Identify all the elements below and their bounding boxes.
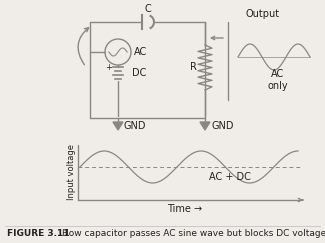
Text: GND: GND — [124, 121, 147, 131]
Text: R: R — [189, 62, 196, 72]
Text: GND: GND — [211, 121, 233, 131]
Text: C: C — [145, 4, 151, 14]
Text: How capacitor passes AC sine wave but blocks DC voltage.: How capacitor passes AC sine wave but bl… — [62, 229, 325, 238]
Text: Input voltage: Input voltage — [68, 144, 76, 200]
Text: +: + — [106, 62, 112, 71]
Text: AC: AC — [134, 47, 147, 57]
Text: Time →: Time → — [167, 204, 202, 214]
Text: FIGURE 3.11: FIGURE 3.11 — [7, 229, 70, 238]
Polygon shape — [113, 122, 123, 130]
FancyArrowPatch shape — [78, 28, 89, 65]
Text: AC + DC: AC + DC — [209, 172, 251, 182]
Text: Output: Output — [246, 9, 280, 19]
Text: AC
only: AC only — [268, 69, 288, 91]
Text: DC: DC — [132, 68, 146, 78]
Polygon shape — [200, 122, 210, 130]
